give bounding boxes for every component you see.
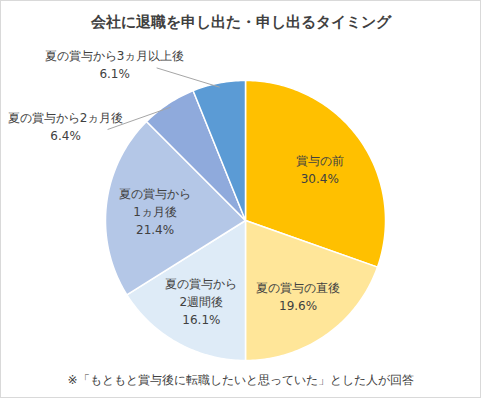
svg-text:夏の賞与から1ヵ月後21.4%: 夏の賞与から1ヵ月後21.4% — [119, 187, 191, 237]
svg-text:賞与の前30.4%: 賞与の前30.4% — [296, 154, 344, 186]
svg-text:夏の賞与から2週間後16.1%: 夏の賞与から2週間後16.1% — [165, 277, 237, 327]
svg-text:夏の賞与から3ヵ月以上後6.1%: 夏の賞与から3ヵ月以上後6.1% — [45, 49, 185, 81]
svg-text:夏の賞与から2ヵ月後6.4%: 夏の賞与から2ヵ月後6.4% — [8, 111, 124, 143]
svg-text:夏の賞与の直後19.6%: 夏の賞与の直後19.6% — [256, 281, 340, 313]
html-text:会社に退職を申し出た・申し出るタイミング: 会社に退職を申し出た・申し出るタイミング — [90, 13, 391, 31]
html-text:※「もともと賞与後に転職したいと思っていた」とした人が回答: ※「もともと賞与後に転職したいと思っていた」とした人が回答 — [67, 373, 414, 387]
